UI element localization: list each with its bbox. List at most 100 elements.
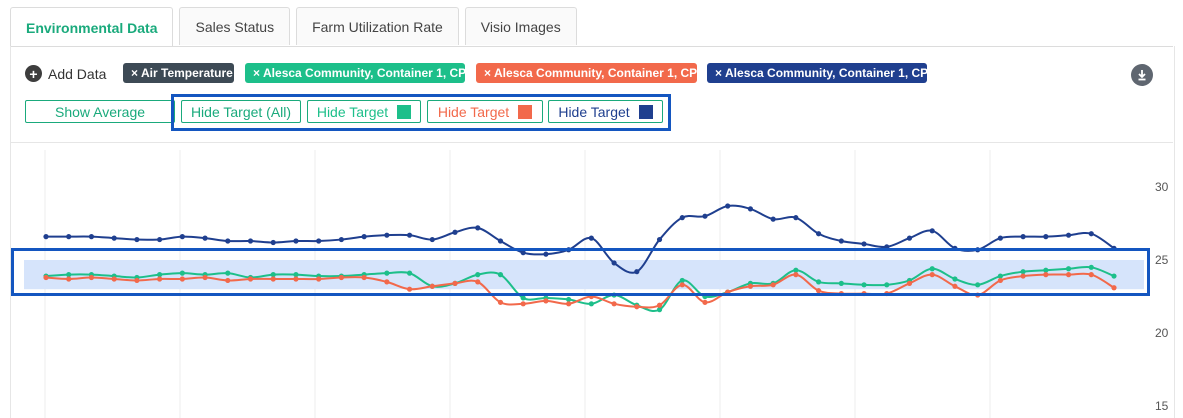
tab-farm-utilization-rate[interactable]: Farm Utilization Rate — [296, 7, 459, 45]
environmental-data-panel — [10, 46, 1175, 418]
data-point — [497, 272, 504, 278]
data-point — [1111, 273, 1117, 279]
data-point — [475, 225, 481, 231]
tab-visio-images[interactable]: Visio Images — [464, 7, 577, 45]
data-point — [566, 296, 572, 303]
series-1 — [43, 203, 1117, 275]
data-point — [906, 280, 913, 286]
y-tick-label: 20 — [1155, 326, 1169, 340]
data-point — [293, 238, 299, 244]
data-point — [838, 238, 844, 244]
data-point — [225, 270, 231, 276]
data-point — [997, 273, 1003, 279]
data-point — [429, 283, 435, 289]
data-point — [384, 270, 390, 276]
chip-label: Alesca Community, Container 1, CP1 — [263, 66, 473, 80]
data-point — [634, 269, 640, 275]
data-point — [157, 276, 163, 282]
tab-bar: Environmental Data Sales Status Farm Uti… — [10, 7, 583, 47]
data-point — [770, 216, 776, 222]
data-point — [566, 301, 572, 307]
tab-sales-status[interactable]: Sales Status — [179, 7, 291, 45]
remove-chip-icon[interactable]: × — [715, 66, 723, 80]
y-tick-label: 25 — [1155, 253, 1169, 267]
remove-chip-icon[interactable]: × — [484, 66, 492, 80]
data-point — [929, 266, 935, 272]
hide-target-cp3-button[interactable]: Hide Target — [548, 100, 663, 123]
chip-label: Air Temperature — [141, 66, 233, 80]
button-label: Hide Target — [316, 103, 389, 120]
data-point — [543, 251, 549, 257]
data-point — [497, 238, 504, 244]
data-point — [225, 277, 231, 284]
hide-target-all-button[interactable]: Hide Target (All) — [181, 100, 301, 123]
data-point — [1088, 272, 1094, 278]
data-point — [747, 206, 754, 212]
data-point — [838, 280, 844, 286]
chip-cp2[interactable]: × Alesca Community, Container 1, CP2 — [476, 63, 704, 83]
data-point — [452, 229, 458, 235]
data-point — [815, 231, 822, 237]
data-point — [747, 283, 754, 289]
data-point — [884, 282, 890, 288]
plus-circle-icon: + — [25, 65, 42, 82]
data-point — [202, 274, 208, 281]
data-point — [611, 260, 617, 266]
button-label: Hide Target — [437, 103, 510, 120]
data-point — [202, 235, 208, 241]
data-point — [270, 272, 276, 278]
add-data-button[interactable]: + Add Data — [25, 65, 106, 82]
data-point — [66, 234, 72, 240]
remove-chip-icon[interactable]: × — [131, 66, 139, 80]
remove-chip-icon[interactable]: × — [253, 66, 261, 80]
data-point — [1111, 285, 1117, 291]
data-point — [406, 270, 413, 276]
data-point — [134, 277, 140, 284]
data-point — [338, 274, 345, 281]
data-point — [702, 213, 708, 219]
hide-target-cp1-button[interactable]: Hide Target — [307, 100, 421, 123]
data-point — [929, 272, 935, 278]
data-point — [793, 215, 799, 221]
data-point — [247, 238, 254, 244]
data-point — [1020, 269, 1026, 275]
data-point — [1043, 234, 1049, 240]
download-button[interactable] — [1131, 64, 1153, 86]
chip-label: Alesca Community, Container 1, CP3 — [725, 66, 935, 80]
data-point — [247, 276, 254, 282]
data-point — [179, 270, 185, 276]
data-point — [952, 283, 958, 289]
data-point — [997, 235, 1003, 241]
data-point — [43, 234, 49, 240]
chip-air-temperature[interactable]: × Air Temperature — [123, 63, 234, 83]
show-average-button[interactable]: Show Average — [25, 100, 175, 123]
data-point — [588, 235, 594, 241]
data-point — [475, 279, 481, 285]
data-point — [1065, 232, 1072, 238]
data-point — [179, 276, 185, 282]
data-point — [225, 238, 231, 244]
data-point — [1043, 272, 1049, 278]
data-point — [429, 236, 435, 243]
data-point — [88, 234, 95, 240]
data-point — [679, 282, 685, 288]
tab-environmental-data[interactable]: Environmental Data — [10, 7, 174, 47]
data-point — [157, 236, 163, 243]
data-point — [679, 215, 685, 221]
y-tick-label: 30 — [1155, 180, 1169, 194]
data-point — [906, 235, 913, 241]
hide-target-cp2-button[interactable]: Hide Target — [427, 100, 543, 123]
data-point — [702, 299, 708, 305]
data-point — [952, 276, 958, 282]
chip-cp3[interactable]: × Alesca Community, Container 1, CP3 — [707, 63, 935, 83]
chip-cp1[interactable]: × Alesca Community, Container 1, CP1 — [245, 63, 473, 83]
y-tick-label: 15 — [1155, 399, 1169, 413]
data-point — [270, 239, 276, 246]
data-point — [111, 276, 117, 282]
data-point — [1043, 267, 1049, 273]
data-point — [656, 236, 663, 243]
data-point — [406, 232, 413, 238]
data-point — [338, 236, 345, 243]
y-axis-ticks: 30 25 20 15 — [1155, 180, 1169, 413]
